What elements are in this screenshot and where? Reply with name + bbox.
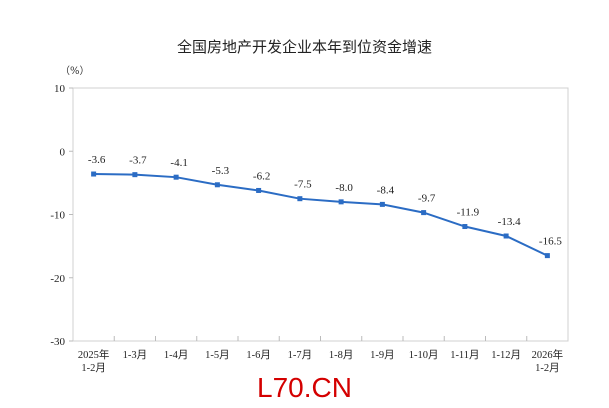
data-label: -3.7: [129, 155, 147, 167]
y-tick-label: -30: [50, 336, 65, 348]
data-point: [379, 201, 385, 207]
data-label: -6.2: [253, 170, 270, 182]
data-label: -8.4: [377, 184, 395, 196]
x-tick-label: 1-6月: [246, 349, 271, 361]
data-point: [544, 253, 550, 259]
data-label: -11.9: [457, 207, 480, 219]
data-point: [256, 187, 262, 193]
x-tick-label: 1-3月: [123, 349, 148, 361]
data-label: -8.0: [335, 182, 353, 194]
data-point: [173, 174, 179, 180]
data-point: [503, 233, 509, 239]
x-tick-label: 1-11月: [450, 349, 479, 361]
chart-title: 全国房地产开发企业本年到位资金增速: [176, 38, 432, 56]
data-point: [297, 196, 303, 202]
data-label: -5.3: [212, 165, 230, 177]
data-label: -16.5: [539, 236, 562, 248]
data-label: -3.6: [88, 154, 106, 166]
data-label: -9.7: [418, 193, 436, 205]
x-tick-label: 1-2月: [535, 362, 560, 374]
x-tick-label: 1-7月: [288, 349, 313, 361]
x-tick-label: 1-10月: [409, 349, 439, 361]
x-tick-label: 1-2月: [81, 362, 106, 374]
x-tick-label: 1-9月: [370, 349, 395, 361]
data-point: [91, 171, 97, 177]
data-point: [338, 199, 344, 205]
data-label: -13.4: [498, 216, 521, 228]
x-tick-label: 2026年: [532, 348, 564, 361]
x-tick-label: 1-5月: [205, 349, 230, 361]
x-tick-label: 1-8月: [329, 349, 354, 361]
data-point: [462, 224, 468, 230]
data-label: -7.5: [294, 179, 312, 191]
series-line: [93, 173, 548, 257]
data-point: [132, 172, 138, 178]
data-point: [421, 210, 427, 216]
y-tick-label: -10: [50, 210, 65, 222]
x-tick-label: 2025年: [78, 348, 110, 361]
plot-frame: [72, 87, 569, 342]
x-tick-label: 1-12月: [491, 349, 521, 361]
y-tick-label: 0: [60, 146, 66, 158]
data-point: [214, 182, 220, 188]
y-axis-unit: （%）: [60, 66, 90, 77]
watermark: L70.CN: [257, 372, 352, 403]
y-tick-label: 10: [54, 83, 66, 95]
x-tick-label: 1-4月: [164, 349, 189, 361]
data-label: -4.1: [170, 157, 187, 169]
y-tick-label: -20: [50, 273, 65, 285]
